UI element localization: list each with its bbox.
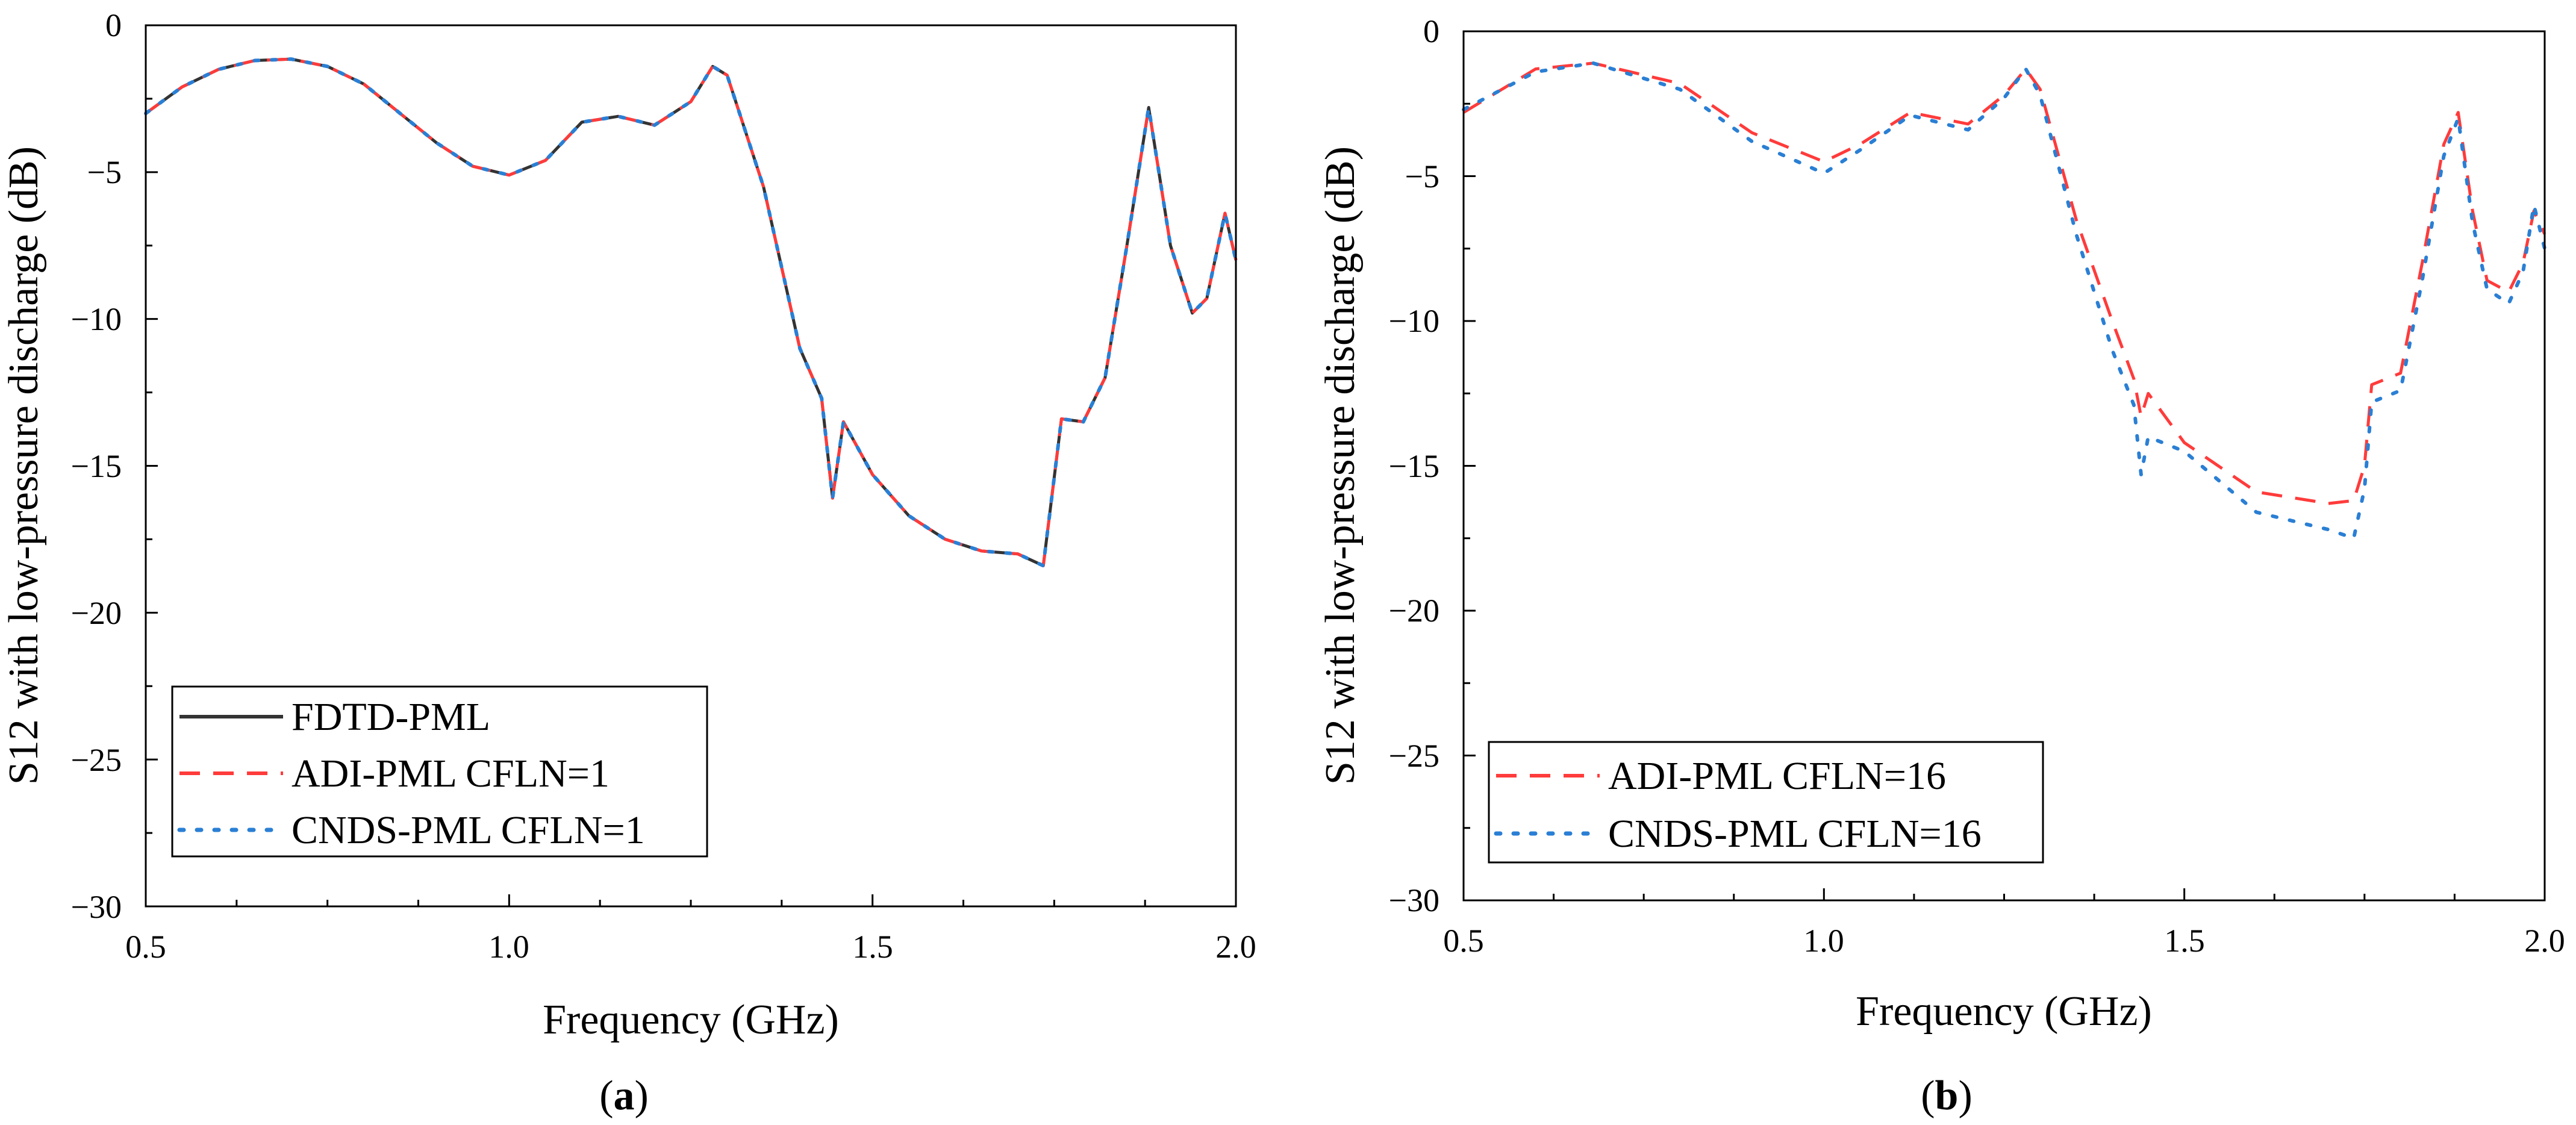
series-layer [1462, 61, 2546, 540]
y-axis-title: S12 with low-pressure discharge (dB) [1, 146, 47, 785]
x-tick-label: 2.0 [2524, 923, 2565, 959]
y-tick-marks [146, 24, 158, 908]
legend-label-cnds-pml: CNDS-PML CFLN=16 [1608, 812, 1982, 856]
x-tick-label: 1.5 [2164, 923, 2205, 959]
y-axis-title: S12 with low-pressure discharge (dB) [1317, 146, 1364, 785]
y-tick-label: −30 [71, 889, 122, 925]
legend-label-adi-pml: ADI-PML CFLN=16 [1608, 754, 1946, 798]
y-tick-label: −20 [1389, 593, 1439, 629]
y-tick-labels: 0 −5 −10 −15 −20 −25 −30 [1389, 13, 1439, 918]
legend-label-adi-pml: ADI-PML CFLN=1 [292, 752, 610, 796]
x-tick-label: 0.5 [125, 929, 166, 965]
panel-caption-a: (a) [599, 1073, 649, 1119]
series-line-cnds-pml-cfln-16 [1462, 61, 2546, 540]
series-line-fdtd-pml [145, 57, 1238, 567]
y-tick-label: −5 [87, 154, 122, 190]
legend: ADI-PML CFLN=16 CNDS-PML CFLN=16 [1488, 741, 2044, 864]
chart-panel-b: 0 −5 −10 −15 −20 −25 −30 0.5 1.0 1.5 2.0… [1317, 13, 2565, 1119]
y-tick-label: −10 [1389, 303, 1439, 339]
x-tick-label: 2.0 [1215, 929, 1256, 965]
x-tick-label: 1.5 [852, 929, 893, 965]
x-tick-labels: 0.5 1.0 1.5 2.0 [125, 929, 1256, 965]
x-tick-labels: 0.5 1.0 1.5 2.0 [1443, 923, 2565, 959]
plot-frame [145, 24, 1237, 908]
legend: FDTD-PML ADI-PML CFLN=1 CNDS-PML CFLN=1 [171, 685, 708, 858]
y-tick-label: −20 [71, 595, 122, 631]
y-tick-marks [1464, 30, 1476, 902]
y-tick-label: 0 [105, 7, 122, 43]
legend-box [1488, 741, 2044, 864]
plot-frame [1462, 30, 2546, 902]
y-tick-label: −25 [1389, 738, 1439, 774]
y-tick-label: −30 [1389, 882, 1439, 918]
x-tick-label: 1.0 [1803, 923, 1844, 959]
legend-label-fdtd-pml: FDTD-PML [292, 695, 490, 739]
x-tick-marks [1462, 888, 2546, 900]
y-tick-label: −10 [71, 301, 122, 337]
y-tick-label: 0 [1423, 13, 1439, 49]
series-line-adi-pml-cfln-1 [145, 57, 1238, 567]
x-tick-label: 1.0 [488, 929, 529, 965]
x-tick-label: 0.5 [1443, 923, 1484, 959]
x-axis-title: Frequency (GHz) [543, 997, 839, 1043]
y-tick-labels: 0 −5 −10 −15 −20 −25 −30 [71, 7, 122, 925]
y-tick-label: −5 [1405, 158, 1439, 195]
series-line-adi-pml-cfln-16 [1462, 61, 2546, 505]
panel-caption-b: (b) [1921, 1073, 1973, 1119]
legend-label-cnds-pml: CNDS-PML CFLN=1 [292, 808, 645, 852]
chart-panel-a: 0 −5 −10 −15 −20 −25 −30 0.5 1.0 1.5 2.0… [1, 7, 1256, 1119]
y-tick-label: −25 [71, 742, 122, 778]
x-axis-title: Frequency (GHz) [1856, 988, 2152, 1035]
x-tick-marks [145, 894, 1237, 906]
y-tick-label: −15 [1389, 448, 1439, 484]
series-layer [144, 57, 1238, 568]
y-tick-label: −15 [71, 448, 122, 484]
series-line-cnds-pml-cfln-1 [144, 57, 1238, 568]
